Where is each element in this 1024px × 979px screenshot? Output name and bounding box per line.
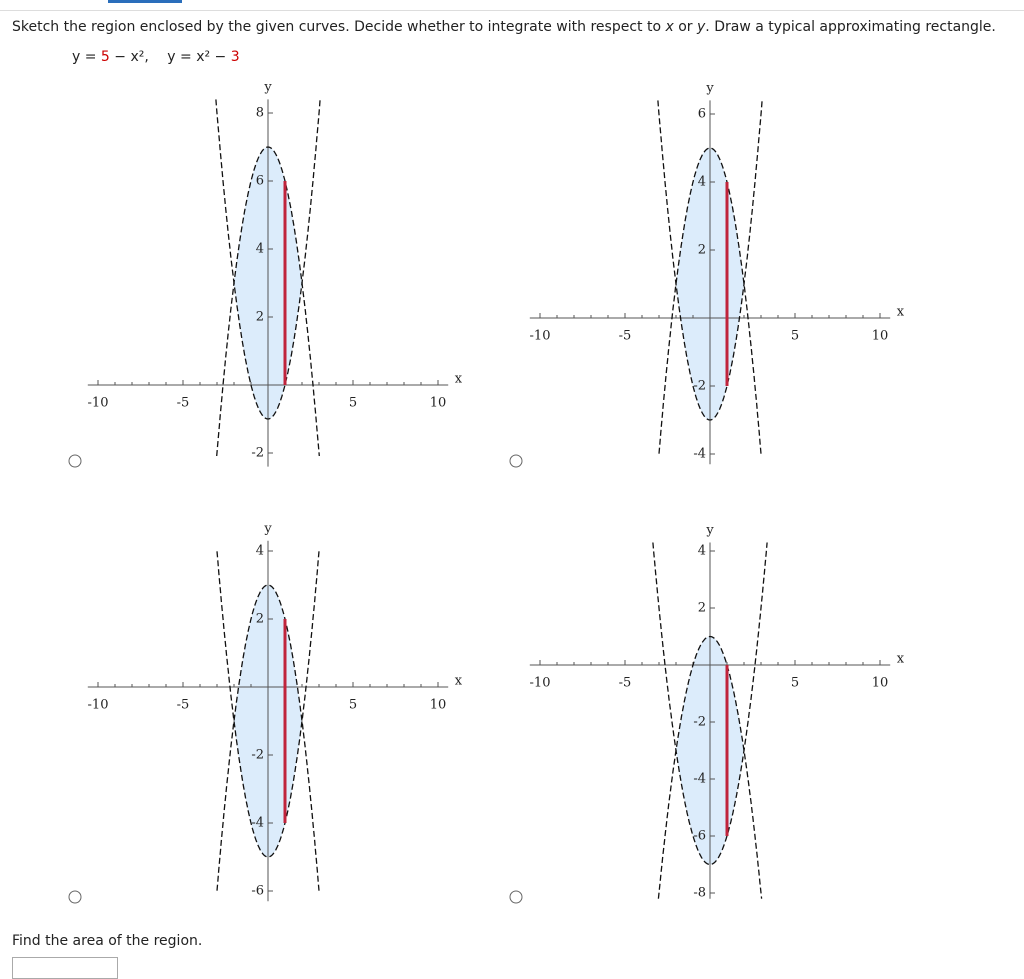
approx-rectangle (725, 665, 729, 836)
radio-button[interactable] (509, 454, 523, 468)
y-tick-label: -6 (693, 829, 706, 844)
x-axis-label: x (897, 305, 905, 320)
y-tick-label: 4 (256, 242, 264, 257)
y-tick-label: 4 (698, 175, 706, 190)
prompt: Find the area of the region. (12, 933, 203, 949)
radio-button[interactable] (509, 890, 523, 904)
equation: y = 5 − x², y = x² − 3 (72, 49, 240, 65)
text: . Draw a typical approximating rectangle… (705, 19, 996, 35)
y-tick-label: -8 (693, 886, 706, 901)
y-tick-label: 6 (698, 107, 706, 122)
y-axis-label: y (705, 81, 714, 96)
text: y (697, 19, 706, 35)
y-tick-label: 4 (256, 544, 264, 559)
curve (657, 635, 763, 899)
x-tick-label: 10 (430, 396, 447, 411)
x-tick-label: 10 (872, 676, 889, 691)
constant: 3 (230, 49, 240, 65)
y-axis-label: y (263, 521, 272, 536)
curve (215, 99, 321, 420)
text: − x², (109, 49, 154, 65)
approx-rectangle (283, 619, 287, 823)
y-tick-label: -2 (693, 379, 706, 394)
x-tick-label: -5 (619, 329, 632, 344)
x-tick-label: -10 (88, 396, 109, 411)
approx-rectangle (725, 182, 729, 386)
y-tick-label: -4 (693, 447, 706, 462)
y-tick-label: -6 (251, 884, 264, 899)
answer-input[interactable] (12, 957, 118, 979)
y-tick-label: 2 (698, 601, 706, 616)
x-tick-label: 5 (349, 396, 357, 411)
y-tick-label: -2 (693, 715, 706, 730)
curve (657, 100, 763, 421)
y-tick-label: -4 (251, 816, 264, 831)
x-tick-label: -10 (88, 698, 109, 713)
x-tick-label: 5 (349, 698, 357, 713)
y-tick-label: 2 (698, 243, 706, 258)
y-tick-label: 2 (256, 612, 264, 627)
y-tick-label: 2 (256, 310, 264, 325)
y-axis-label: y (263, 80, 272, 95)
y-tick-label: -4 (693, 772, 706, 787)
x-tick-label: 10 (872, 329, 889, 344)
text: Sketch the region enclosed by the given … (12, 19, 666, 35)
y-tick-label: 4 (698, 544, 706, 559)
x-tick-label: 10 (430, 698, 447, 713)
radio-button[interactable] (68, 454, 82, 468)
x-tick-label: 5 (791, 676, 799, 691)
x-axis-label: x (897, 652, 905, 667)
curve (652, 542, 768, 866)
text: y = x² − (167, 49, 231, 65)
x-tick-label: -5 (177, 396, 190, 411)
x-tick-label: -10 (530, 329, 551, 344)
y-tick-label: -2 (251, 446, 264, 461)
question: Sketch the region enclosed by the given … (12, 19, 996, 35)
active-tab (108, 0, 182, 3)
text: or (673, 19, 697, 35)
text: x (665, 19, 674, 35)
y-tick-label: 6 (256, 174, 264, 189)
x-axis-label: x (455, 372, 463, 387)
y-axis-label: y (705, 523, 714, 538)
constant: 5 (100, 49, 110, 65)
x-tick-label: 5 (791, 329, 799, 344)
text: y = (72, 49, 101, 65)
x-tick-label: -10 (530, 676, 551, 691)
approx-rectangle (283, 181, 287, 385)
y-tick-label: 8 (256, 106, 264, 121)
y-tick-label: -2 (251, 748, 264, 763)
radio-button[interactable] (68, 890, 82, 904)
x-axis-label: x (455, 674, 463, 689)
x-tick-label: -5 (177, 698, 190, 713)
top-border (0, 10, 1024, 11)
x-tick-label: -5 (619, 676, 632, 691)
